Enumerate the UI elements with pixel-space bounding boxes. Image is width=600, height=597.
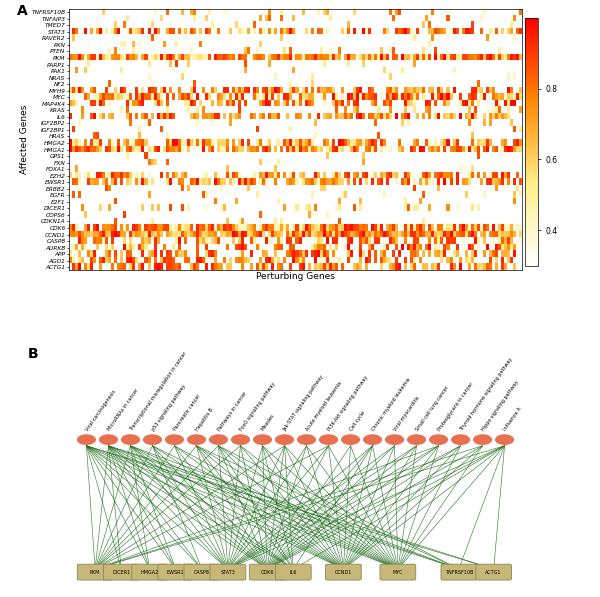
FancyBboxPatch shape [158, 564, 194, 580]
Text: CCND1: CCND1 [335, 570, 352, 574]
Text: Measles: Measles [260, 413, 276, 432]
Text: EWSR1: EWSR1 [167, 570, 185, 574]
Circle shape [275, 434, 294, 445]
FancyBboxPatch shape [132, 564, 167, 580]
Text: MYC: MYC [392, 570, 403, 574]
Text: IL6: IL6 [290, 570, 297, 574]
FancyBboxPatch shape [184, 564, 220, 580]
Text: HMGA2: HMGA2 [140, 570, 159, 574]
Text: Pancreatic cancer: Pancreatic cancer [173, 393, 202, 432]
Text: CDK6: CDK6 [260, 570, 274, 574]
FancyBboxPatch shape [77, 564, 113, 580]
Circle shape [231, 434, 250, 445]
Circle shape [99, 434, 118, 445]
FancyBboxPatch shape [250, 564, 285, 580]
Text: Chronic myeloid leukemia: Chronic myeloid leukemia [371, 377, 411, 432]
FancyBboxPatch shape [380, 564, 416, 580]
Circle shape [341, 434, 360, 445]
Circle shape [209, 434, 228, 445]
FancyBboxPatch shape [476, 564, 512, 580]
Text: CASP8: CASP8 [194, 570, 210, 574]
Text: Acute myeloid leukemia: Acute myeloid leukemia [305, 380, 343, 432]
Text: B: B [28, 347, 39, 361]
Text: Transcriptional misregulation in cancer: Transcriptional misregulation in cancer [128, 350, 187, 432]
Circle shape [363, 434, 382, 445]
Circle shape [407, 434, 426, 445]
Circle shape [165, 434, 184, 445]
Text: Jak-STAT signaling pathway: Jak-STAT signaling pathway [283, 374, 325, 432]
X-axis label: Perturbing Genes: Perturbing Genes [256, 272, 335, 281]
FancyBboxPatch shape [210, 564, 246, 580]
Text: MicroRNAs in cancer: MicroRNAs in cancer [107, 388, 139, 432]
Text: STAT3: STAT3 [221, 570, 235, 574]
Text: FoxO signaling pathway: FoxO signaling pathway [239, 381, 276, 432]
Circle shape [297, 434, 316, 445]
Circle shape [121, 434, 140, 445]
Text: ACTG1: ACTG1 [485, 570, 502, 574]
Text: TNFRSF10B: TNFRSF10B [445, 570, 473, 574]
FancyBboxPatch shape [103, 564, 139, 580]
Text: Thyroid hormone signaling pathway: Thyroid hormone signaling pathway [458, 356, 514, 432]
Circle shape [473, 434, 492, 445]
Circle shape [385, 434, 404, 445]
Circle shape [77, 434, 96, 445]
Text: Cell cycle: Cell cycle [349, 410, 366, 432]
FancyBboxPatch shape [326, 564, 361, 580]
Circle shape [253, 434, 272, 445]
Text: Influenza A: Influenza A [503, 407, 523, 432]
Circle shape [187, 434, 206, 445]
Text: Viral carcinogenesis: Viral carcinogenesis [85, 389, 117, 432]
Circle shape [495, 434, 514, 445]
Circle shape [429, 434, 448, 445]
Text: p53 signaling pathway: p53 signaling pathway [151, 383, 187, 432]
Circle shape [319, 434, 338, 445]
Text: Pathways in cancer: Pathways in cancer [217, 390, 248, 432]
Text: Viral myocarditis: Viral myocarditis [392, 395, 421, 432]
Text: Small cell lung cancer: Small cell lung cancer [415, 385, 449, 432]
Circle shape [451, 434, 470, 445]
Text: A: A [17, 4, 28, 18]
Text: PI3K-Akt signaling pathway: PI3K-Akt signaling pathway [326, 374, 369, 432]
Circle shape [143, 434, 162, 445]
Text: DICER1: DICER1 [112, 570, 130, 574]
FancyBboxPatch shape [275, 564, 311, 580]
Text: Hippo signaling pathway: Hippo signaling pathway [481, 379, 520, 432]
Text: Proteoglycans in cancer: Proteoglycans in cancer [437, 381, 474, 432]
Text: Hepatitis B: Hepatitis B [194, 407, 214, 432]
Y-axis label: Affected Genes: Affected Genes [20, 105, 29, 174]
Text: PKM: PKM [90, 570, 100, 574]
FancyBboxPatch shape [441, 564, 476, 580]
